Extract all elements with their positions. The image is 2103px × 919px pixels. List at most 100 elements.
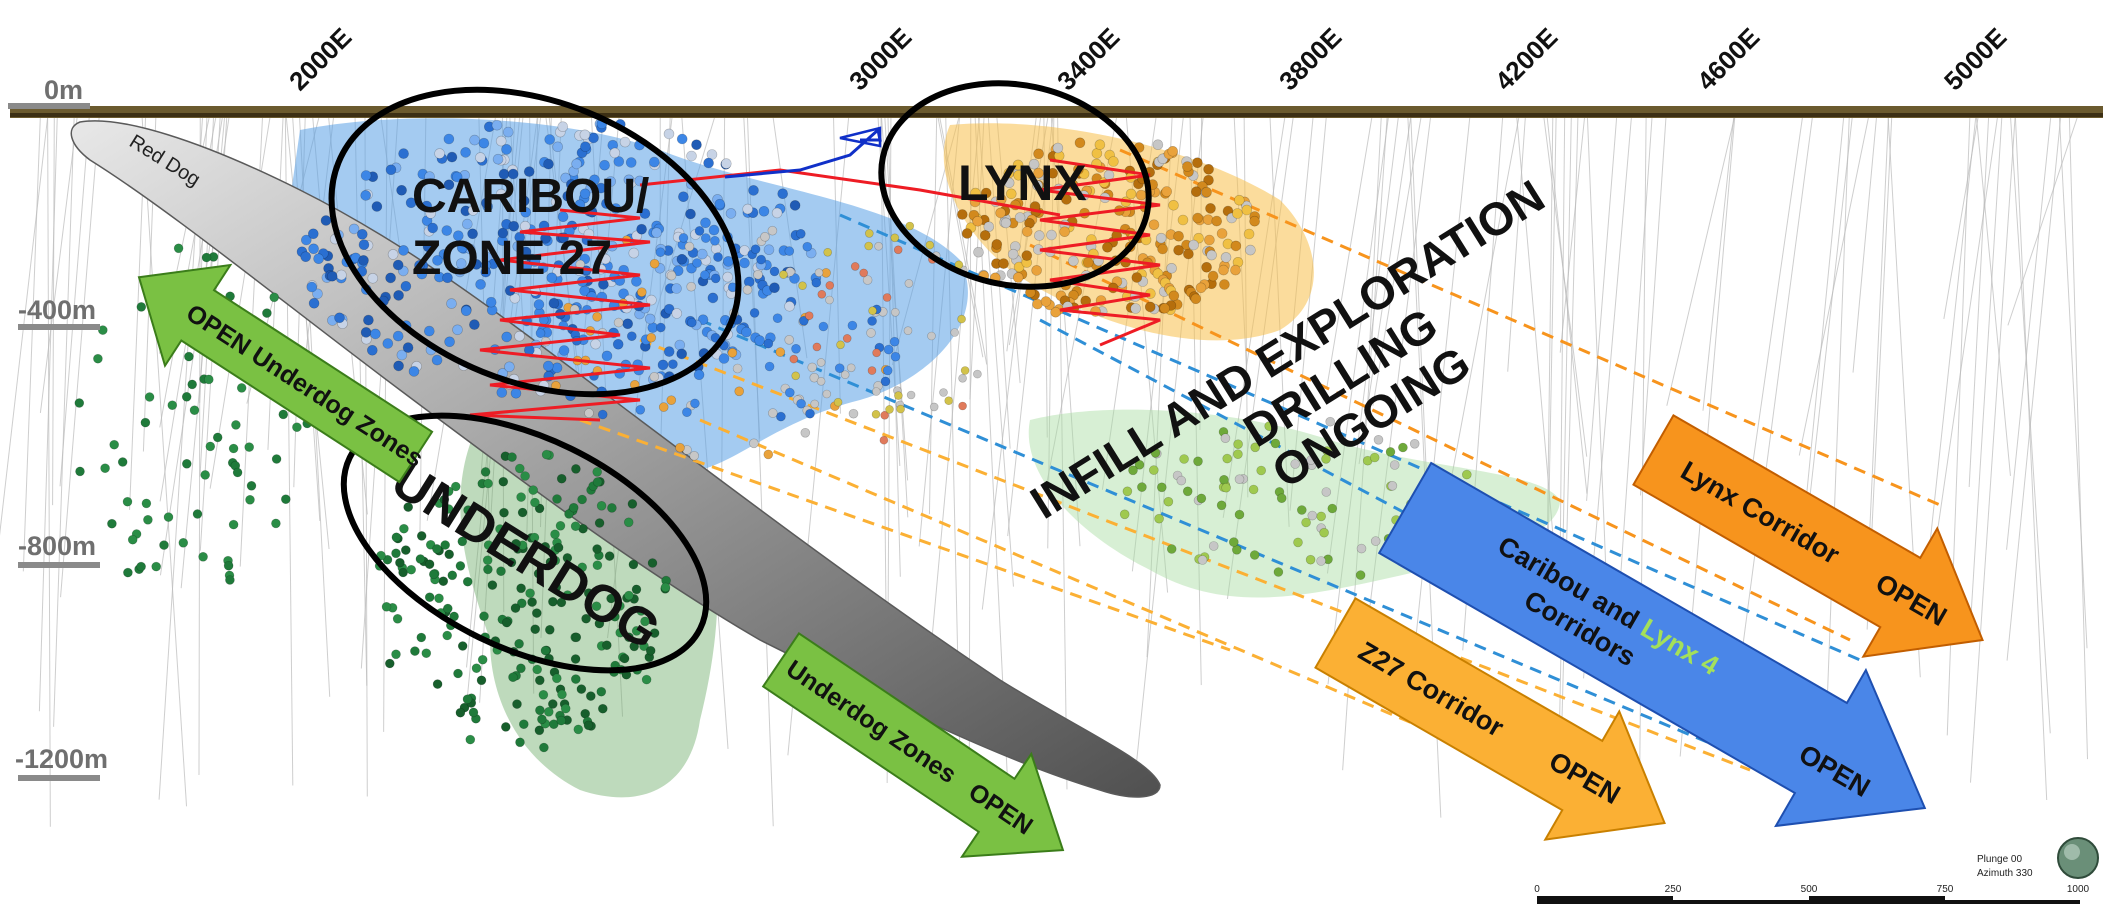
drill-intercept (107, 519, 116, 528)
drill-intercept (973, 216, 983, 226)
drill-intercept (502, 144, 512, 154)
drill-intercept (598, 410, 607, 419)
drill-intercept (552, 363, 562, 373)
drill-intercept (552, 674, 561, 683)
drill-intercept (399, 568, 408, 577)
drill-intercept (614, 318, 623, 327)
drill-intercept (743, 285, 752, 294)
drill-intercept (593, 467, 602, 476)
drill-trace (1853, 118, 1876, 373)
drill-intercept (1410, 439, 1419, 448)
drill-intercept (1294, 538, 1303, 547)
drill-intercept (682, 408, 691, 417)
drill-intercept (721, 159, 731, 169)
drill-intercept (1158, 244, 1168, 254)
drill-intercept (247, 481, 256, 490)
drill-intercept (945, 397, 953, 405)
drill-intercept (631, 276, 641, 286)
drill-intercept (881, 377, 890, 386)
drill-intercept (463, 577, 472, 586)
drill-intercept (646, 646, 655, 655)
drill-intercept (851, 262, 859, 270)
drill-intercept (1189, 240, 1199, 250)
drill-intercept (403, 343, 413, 353)
drill-intercept (811, 400, 819, 408)
drill-intercept (749, 185, 759, 195)
drill-intercept (372, 202, 382, 212)
drill-intercept (361, 327, 371, 337)
drill-intercept (445, 337, 455, 347)
drill-intercept (1220, 475, 1229, 484)
drill-intercept (719, 354, 729, 364)
drill-intercept (488, 581, 497, 590)
drill-intercept (678, 192, 688, 202)
drill-intercept (386, 273, 396, 283)
drill-intercept (848, 321, 857, 330)
drill-intercept (926, 241, 934, 249)
drill-intercept (363, 315, 373, 325)
drill-intercept (658, 360, 668, 370)
drill-intercept (335, 313, 345, 323)
drill-intercept (907, 391, 915, 399)
drill-intercept (179, 538, 188, 547)
drill-intercept (637, 224, 647, 234)
drill-intercept (361, 171, 371, 181)
drill-intercept (597, 687, 606, 696)
drill-intercept (395, 558, 404, 567)
easting-label: 4200E (1489, 22, 1563, 96)
drill-intercept (393, 260, 403, 270)
drill-intercept (529, 486, 538, 495)
drill-intercept (661, 583, 670, 592)
drill-intercept (1047, 230, 1057, 240)
drill-intercept (1197, 494, 1206, 503)
drill-intercept (497, 388, 507, 398)
drill-intercept (188, 380, 197, 389)
drill-intercept (359, 240, 369, 250)
drill-intercept (447, 152, 457, 162)
lynx-label: LYNX (958, 155, 1087, 211)
drill-intercept (695, 226, 704, 235)
depth-tick (8, 103, 90, 109)
drill-intercept (585, 409, 594, 418)
drill-intercept (891, 308, 899, 316)
drill-intercept (1219, 280, 1229, 290)
drill-intercept (1274, 568, 1283, 577)
drill-intercept (704, 158, 714, 168)
drill-intercept (229, 520, 238, 529)
drill-intercept (1032, 265, 1042, 275)
drill-intercept (808, 363, 817, 372)
caribou-label-line1: CARIBOU/ (412, 170, 649, 223)
drill-intercept (1160, 303, 1170, 313)
drill-intercept (785, 388, 794, 397)
drill-intercept (886, 405, 894, 413)
orientation-globe-icon (2058, 838, 2098, 878)
drill-intercept (410, 647, 419, 656)
drill-intercept (327, 271, 337, 281)
drill-intercept (687, 151, 697, 161)
drill-intercept (880, 436, 888, 444)
drill-intercept (812, 278, 821, 287)
drill-intercept (751, 245, 760, 254)
drill-intercept (160, 541, 169, 550)
drill-intercept (790, 200, 800, 210)
drill-intercept (785, 247, 794, 256)
drill-intercept (137, 302, 146, 311)
drill-intercept (757, 255, 766, 264)
drill-intercept (776, 348, 785, 357)
drill-intercept (723, 256, 733, 266)
drill-intercept (1196, 283, 1206, 293)
drill-intercept (818, 290, 826, 298)
drill-intercept (392, 650, 401, 659)
drill-intercept (677, 349, 687, 359)
drill-intercept (648, 559, 657, 568)
drill-intercept (541, 646, 550, 655)
drill-intercept (1217, 501, 1226, 510)
drill-intercept (1083, 258, 1093, 268)
drill-intercept (940, 389, 948, 397)
drill-intercept (466, 735, 475, 744)
drill-intercept (1250, 216, 1260, 226)
drill-intercept (636, 405, 645, 414)
drill-intercept (101, 464, 110, 473)
drill-intercept (1206, 203, 1216, 213)
drill-intercept (1167, 545, 1176, 554)
